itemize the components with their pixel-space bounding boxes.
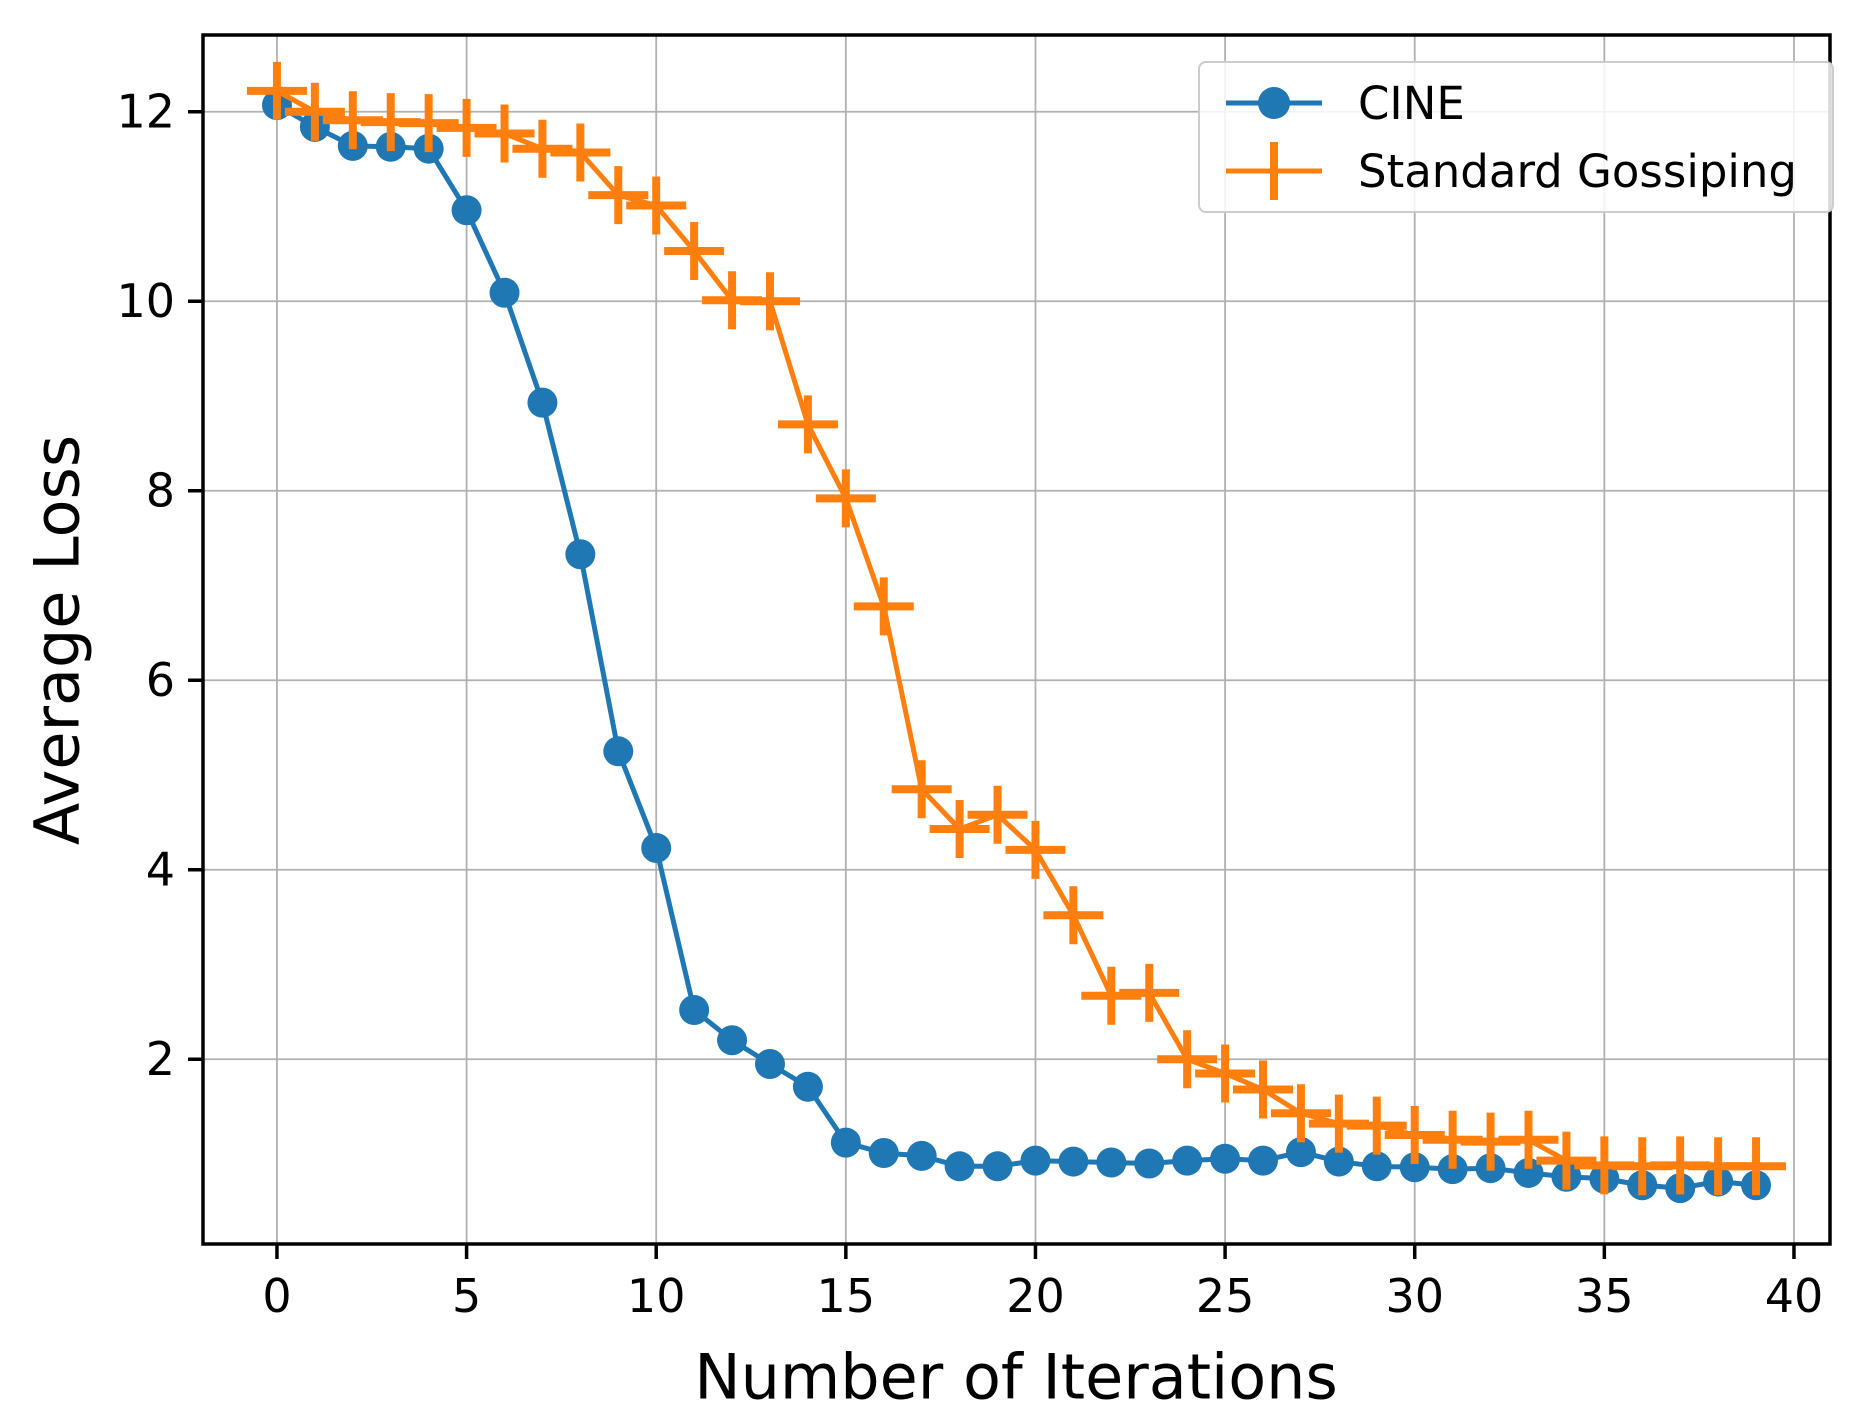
x-tick-label: 35 [1575,1269,1634,1323]
data-point-plus [1346,1096,1407,1155]
data-point-circle [679,994,710,1025]
data-point-plus [967,785,1028,844]
data-point-circle [792,1071,823,1102]
data-point-circle [944,1151,975,1182]
data-point-circle [1096,1147,1127,1178]
data-point-plus [1157,1030,1218,1089]
data-point-plus [550,123,611,182]
data-point-circle [1513,1157,1544,1188]
data-point-circle [754,1048,785,1079]
x-axis-title: Number of Iterations [694,1340,1338,1414]
data-point-circle [1285,1137,1316,1168]
data-point-circle [451,195,482,226]
data-point-circle [1361,1151,1392,1182]
series-line [274,102,1759,1191]
data-point-circle [1020,1145,1051,1176]
data-point-plus [891,760,952,819]
x-tick-label: 0 [262,1269,291,1323]
x-tick-label: 40 [1765,1269,1824,1323]
data-point-plus [815,469,876,528]
y-tick-label: 6 [146,653,175,707]
x-tick-label: 15 [817,1269,876,1323]
data-point-plus [588,166,649,225]
plot-border [201,33,1832,1246]
x-tick-label: 20 [1006,1269,1065,1323]
data-point-circle [868,1138,899,1169]
data-point-plus [284,82,345,141]
legend-item-cine: CINE [1200,71,1832,135]
y-tick-label: 10 [116,274,175,328]
data-point-plus [1726,1137,1787,1196]
x-tick-label: 30 [1385,1269,1444,1323]
data-point-plus [1043,886,1104,945]
data-point-circle [1248,1145,1279,1176]
cine-line-circle-marker-icon [1226,87,1322,119]
data-point-circle [906,1140,937,1171]
data-point-plus [1005,820,1066,879]
x-tick-label: 5 [452,1269,481,1323]
legend-item-standard-gossiping: Standard Gossiping [1200,139,1832,203]
gridlines [203,35,1830,1244]
data-point-plus [1195,1044,1256,1103]
data-point-plus [777,395,838,454]
data-point-plus [1119,963,1180,1022]
y-axis-title: Average Loss [20,434,94,846]
legend-label-cine: CINE [1358,76,1465,130]
y-tick-label: 2 [146,1032,175,1086]
data-point-plus [739,272,800,331]
data-point-plus [1270,1084,1331,1143]
data-point-circle [1058,1146,1089,1177]
data-point-circle [1134,1148,1165,1179]
data-point-plus [436,98,497,157]
gossiping-plus-marker-icon [1226,142,1322,200]
series-cine [261,90,1772,1204]
data-point-circle [830,1127,861,1158]
data-point-plus [398,94,459,153]
x-tick-label: 10 [627,1269,686,1323]
data-point-circle [565,539,596,570]
series-standard-gossiping [246,61,1787,1196]
data-point-plus [1233,1060,1294,1119]
legend: CINE Standard Gossiping [1198,61,1834,213]
data-point-circle [641,832,672,863]
data-point-circle [603,736,634,767]
series-line [274,88,1759,1169]
data-point-plus [664,222,725,281]
x-tick-label: 25 [1196,1269,1255,1323]
data-point-circle [1323,1146,1354,1177]
y-tick-label: 4 [146,843,175,897]
data-point-circle [982,1151,1013,1182]
data-point-circle [1172,1145,1203,1176]
data-point-circle [1210,1143,1241,1174]
data-point-circle [717,1025,748,1056]
y-tick-label: 12 [116,85,175,139]
data-point-plus [1498,1110,1559,1169]
data-point-circle [527,387,558,418]
y-tick-label: 8 [146,464,175,518]
data-point-plus [1536,1131,1597,1190]
data-point-plus [474,104,535,163]
data-point-circle [1399,1152,1430,1183]
data-point-plus [246,61,307,120]
tick-labels: 0 5 10 15 20 25 30 35 40 2 4 6 8 10 12 [116,85,1823,1323]
data-point-plus [1384,1106,1445,1165]
data-point-plus [853,577,914,636]
data-point-circle [1437,1154,1468,1185]
legend-label-standard-gossiping: Standard Gossiping [1358,144,1797,198]
data-point-plus [929,799,990,858]
ticks [188,109,1796,1259]
data-point-plus [626,176,687,235]
data-point-circle [489,277,520,308]
